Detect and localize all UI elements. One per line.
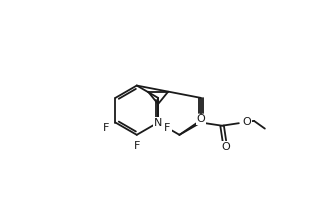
Text: O: O [243, 117, 251, 128]
Text: F: F [164, 123, 171, 133]
Text: F: F [134, 141, 140, 151]
Text: F: F [103, 123, 109, 133]
Text: O: O [196, 114, 205, 124]
Text: O: O [221, 142, 230, 152]
Text: N: N [154, 117, 162, 128]
